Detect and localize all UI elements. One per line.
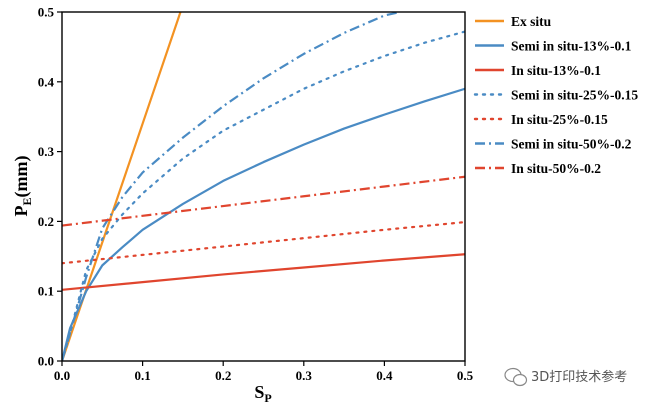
wechat-icon	[504, 367, 528, 387]
legend-label: Ex situ	[511, 14, 552, 29]
y-tick-label: 0.4	[38, 74, 55, 89]
x-tick-label: 0.2	[215, 368, 231, 383]
legend-label: Semi in situ-13%-0.1	[511, 39, 632, 54]
watermark-text: 3D打印技术参考	[531, 369, 627, 385]
series-line-3	[62, 253, 465, 291]
series-line-7	[62, 175, 465, 227]
legend-label: In situ-25%-0.15	[511, 112, 608, 127]
x-tick-label: 0.3	[296, 368, 313, 383]
x-tick-label: 0.1	[134, 368, 150, 383]
series-line-2	[62, 87, 465, 361]
watermark: 3D打印技术参考	[504, 367, 627, 387]
x-tick-label: 0.4	[376, 368, 393, 383]
y-tick-label: 0.0	[38, 354, 54, 369]
legend-label: Semi in situ-25%-0.15	[511, 88, 638, 103]
legend-label: In situ-13%-0.1	[511, 63, 601, 78]
x-tick-label: 0.5	[457, 368, 474, 383]
axis-ticks: 0.0 0.1 0.2 0.3 0.4 0.5 0.0 0.1 0.2 0.3 0.4 0.5	[38, 5, 474, 384]
legend: Ex situ Semi in situ-13%-0.1 In situ-13%-0…	[473, 14, 638, 176]
y-tick-label: 0.1	[38, 284, 54, 299]
series-line-5	[62, 221, 465, 265]
x-axis-title: SP	[254, 382, 271, 404]
legend-label: In situ-50%-0.2	[511, 161, 601, 176]
series-line-4	[62, 30, 465, 361]
plot-frame	[61, 11, 466, 362]
series-layer	[62, 12, 465, 361]
series-line-6	[62, 12, 401, 361]
legend-label: Semi in situ-50%-0.2	[511, 137, 632, 152]
y-tick-label: 0.3	[38, 144, 55, 159]
x-tick-label: 0.0	[54, 368, 70, 383]
y-tick-label: 0.5	[38, 5, 55, 20]
y-tick-label: 0.2	[38, 214, 54, 229]
y-axis-title: PE(mm)	[11, 156, 34, 217]
